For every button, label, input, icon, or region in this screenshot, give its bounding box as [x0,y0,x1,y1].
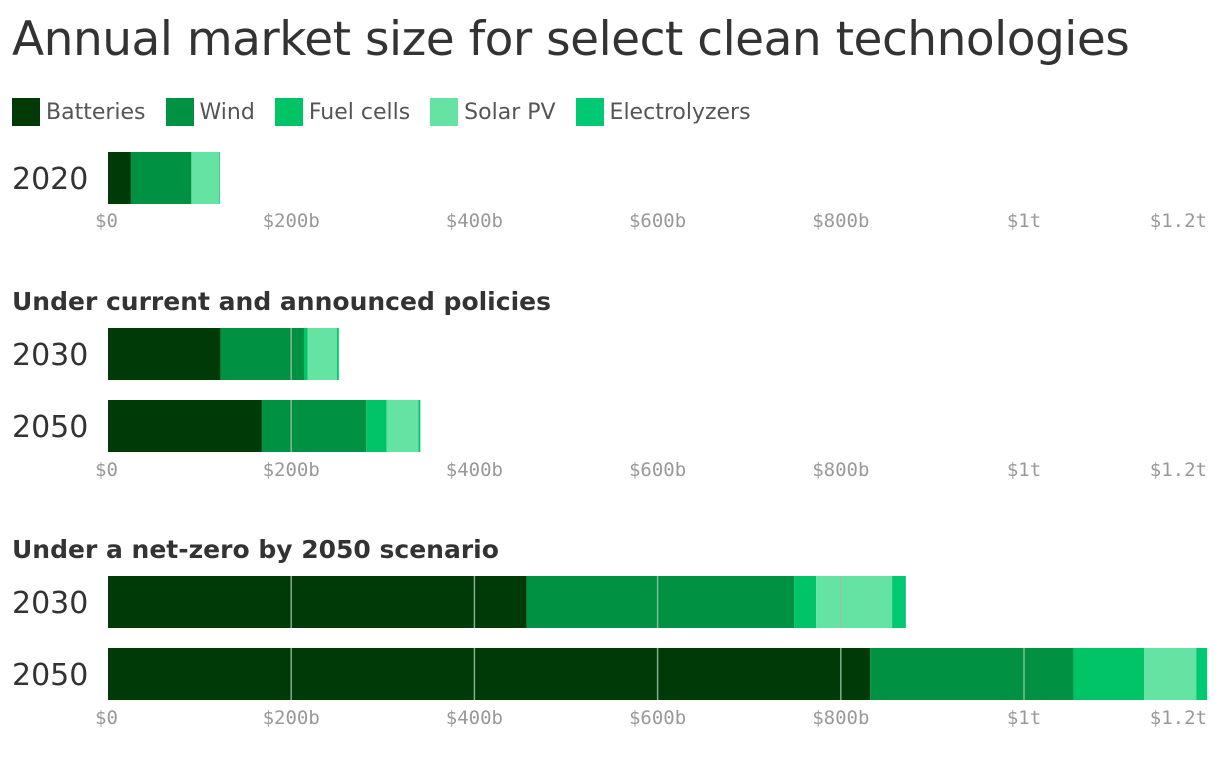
x-tick-label: $200b [263,707,320,729]
x-tick-label: $1t [1007,210,1041,232]
legend-swatch-electrolyzers [575,98,604,126]
x-tick-label: $800b [812,707,869,729]
legend-item-batteries: Batteries [12,98,146,126]
x-tick-label: $1t [1007,459,1041,481]
panel-subtitle: Under current and announced policies [12,287,551,316]
x-tick-label: $400b [446,459,503,481]
legend-item-electrolyzers: Electrolyzers [575,98,751,126]
legend-label-batteries: Batteries [46,99,146,125]
legend-item-fuel-cells: Fuel cells [274,98,411,126]
legend: Batteries Wind Fuel cells Solar PV Elect… [12,98,771,126]
legend-swatch-fuel-cells [274,98,303,126]
bar-segment-solar-pv [191,152,219,204]
bar-segment-wind [220,328,305,380]
x-tick-label: $200b [263,210,320,232]
bar-segment-wind [870,648,1074,700]
x-tick-label: $800b [812,459,869,481]
bar-segment-batteries [108,400,262,452]
bar-segment-wind [130,152,192,204]
bar-segment-wind [261,400,367,452]
bar-segment-electrolyzers [337,328,339,380]
bar-segment-solar-pv [816,576,893,628]
x-tick-label: $0 [95,707,118,729]
x-tick-label: $600b [629,210,686,232]
bar-segment-wind [526,576,795,628]
bar-segment-solar-pv [386,400,419,452]
legend-swatch-solar-pv [430,98,459,126]
year-label: 2030 [12,338,88,373]
x-tick-label: $1.2t [1150,459,1207,481]
bar-segment-electrolyzers [218,152,220,204]
legend-item-solar-pv: Solar PV [430,98,556,126]
chart-title: Annual market size for select clean tech… [12,12,1130,67]
x-tick-label: $400b [446,210,503,232]
legend-swatch-batteries [12,98,40,126]
bar-segment-batteries [108,328,221,380]
x-tick-label: $0 [95,459,118,481]
x-tick-label: $600b [629,707,686,729]
x-tick-label: $800b [812,210,869,232]
panel-subtitle: Under a net-zero by 2050 scenario [12,535,499,564]
bar-segment-solar-pv [307,328,337,380]
x-tick-label: $1.2t [1150,707,1207,729]
x-tick-label: $400b [446,707,503,729]
year-label: 2050 [12,658,88,693]
legend-label-solar-pv: Solar PV [464,99,556,125]
year-label: 2020 [12,162,88,197]
bar-segment-fuel-cells [1073,648,1144,700]
legend-item-wind: Wind [165,98,255,126]
year-label: 2050 [12,410,88,445]
bar-segment-electrolyzers [418,400,421,452]
legend-label-electrolyzers: Electrolyzers [609,99,751,125]
bar-segment-electrolyzers [892,576,906,628]
bar-segment-electrolyzers [1196,648,1208,700]
bar-segment-fuel-cells [794,576,817,628]
x-tick-label: $1t [1007,707,1041,729]
year-label: 2030 [12,586,88,621]
legend-label-wind: Wind [199,99,255,125]
bar-segment-solar-pv [1143,648,1197,700]
bar-segment-fuel-cells [304,328,308,380]
x-tick-label: $1.2t [1150,210,1207,232]
x-tick-label: $0 [95,210,118,232]
bar-segment-batteries [108,648,871,700]
legend-label-fuel-cells: Fuel cells [308,99,411,125]
legend-swatch-wind [165,98,194,126]
bar-segment-batteries [108,152,131,204]
x-tick-label: $600b [629,459,686,481]
bar-segment-fuel-cells [366,400,387,452]
x-tick-label: $200b [263,459,320,481]
bar-segment-batteries [108,576,527,628]
